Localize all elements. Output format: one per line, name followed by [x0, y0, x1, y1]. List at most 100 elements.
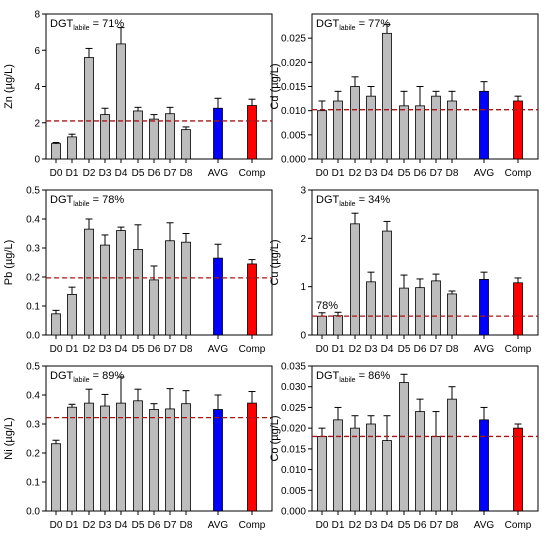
- x-tick-label: D5: [398, 520, 411, 531]
- y-tick-label: 0.020: [281, 58, 306, 69]
- plot-frame: [45, 189, 273, 336]
- x-tick-label: D6: [414, 344, 427, 355]
- x-tick-label: AVG: [208, 344, 229, 355]
- bar-pb-d3: [100, 244, 110, 336]
- x-tick-label: D7: [164, 168, 177, 179]
- x-tick-label: D4: [115, 344, 128, 355]
- bar-cu-d2: [350, 223, 360, 336]
- y-tick-label: 0.020: [281, 424, 306, 435]
- y-tick-label: 0.3: [26, 244, 40, 255]
- y-tick-label: 6: [34, 46, 40, 57]
- x-tick-label: D2: [349, 520, 362, 531]
- bar-co-d8: [447, 398, 457, 512]
- y-tick-label: 0.2: [26, 273, 40, 284]
- panel-ni: 0.00.10.20.30.40.5Ni (µg/L)D0 D1 D2 D3 D4 D5 D…: [3, 362, 273, 531]
- bar-co-d4: [382, 440, 392, 512]
- x-tick-label: D5: [132, 344, 145, 355]
- bar-zn-comp: [247, 105, 257, 160]
- bar-zn-d4: [116, 43, 126, 160]
- bar-cd-avg: [479, 90, 489, 160]
- y-tick-label: 0: [300, 331, 306, 342]
- y-tick-label: 0.2: [26, 449, 40, 460]
- y-axis-label: Zn (µg/L): [3, 64, 15, 109]
- y-tick-label: 0.5: [26, 186, 40, 197]
- panel-zn: 0 2 4 6 8 Zn (µg/L) D0 D1 D2 D3 D4 D5 D6 D7 D8 AVG Comp D…: [3, 10, 273, 179]
- bar-pb-d2: [84, 228, 94, 336]
- bar-cd-d2: [350, 86, 360, 160]
- x-tick-label: D8: [180, 520, 193, 531]
- dgt-labile-annotation: DGTlabile = 71%: [50, 18, 124, 32]
- x-tick-label: D7: [430, 520, 443, 531]
- bar-cu-comp: [513, 282, 523, 336]
- x-tick-label: D8: [180, 344, 193, 355]
- plot-frame: [311, 365, 539, 512]
- bar-ni-d0: [51, 443, 61, 512]
- y-tick-label: 2: [34, 118, 40, 129]
- bar-zn-d1: [67, 136, 77, 160]
- x-tick-label: D7: [430, 344, 443, 355]
- y-tick-label: 0.4: [26, 391, 40, 402]
- bar-co-avg: [479, 419, 489, 512]
- x-tick-label: D2: [349, 168, 362, 179]
- bar-cd-d7: [431, 95, 441, 160]
- bar-cu-d4: [382, 230, 392, 336]
- x-tick-label: D5: [132, 520, 145, 531]
- y-axis-label: Cu (µg/L): [269, 239, 281, 285]
- x-tick-label: D6: [148, 168, 161, 179]
- bar-co-d0: [317, 436, 327, 512]
- bar-cd-d0: [317, 110, 327, 160]
- x-tick-label: D0: [316, 344, 329, 355]
- x-tick-label: D6: [148, 520, 161, 531]
- plot-frame: [45, 365, 273, 512]
- bar-cd-d3: [366, 95, 376, 160]
- x-tick-label: D2: [83, 344, 96, 355]
- bar-ni-comp: [247, 402, 257, 512]
- bar-pb-d4: [116, 230, 126, 336]
- bar-pb-d6: [149, 279, 159, 336]
- y-tick-label: 0.015: [281, 444, 306, 455]
- bar-cu-d5: [399, 287, 409, 336]
- bar-ni-d7: [165, 408, 175, 512]
- y-tick-label: 0.015: [281, 82, 306, 93]
- bar-cd-d6: [415, 105, 425, 160]
- y-tick-label: 0.005: [281, 486, 306, 497]
- y-tick-label: 0.1: [26, 302, 40, 313]
- bar-ni-d6: [149, 409, 159, 512]
- plot-frame: [311, 13, 539, 160]
- y-axis-label: Co (µg/L): [269, 415, 281, 461]
- x-tick-label: D3: [99, 168, 112, 179]
- x-tick-label: D7: [164, 520, 177, 531]
- y-tick-label: 1: [300, 282, 306, 293]
- bar-cu-d3: [366, 281, 376, 336]
- y-tick-label: 0.030: [281, 382, 306, 393]
- bar-cd-d4: [382, 32, 392, 160]
- x-tick-label: AVG: [474, 520, 495, 531]
- y-tick-label: 0.025: [281, 403, 306, 414]
- y-tick-label: 0.000: [281, 155, 306, 166]
- x-tick-label: D1: [332, 520, 345, 531]
- y-tick-label: 0.010: [281, 106, 306, 117]
- y-tick-label: 0.0: [26, 331, 40, 342]
- x-tick-label: Comp: [239, 168, 266, 179]
- y-tick-label: 0.3: [26, 420, 40, 431]
- x-tick-label: D4: [115, 168, 128, 179]
- y-tick-label: 4: [34, 82, 40, 93]
- bar-ni-d3: [100, 405, 110, 512]
- y-tick-label: 0.005: [281, 130, 306, 141]
- dgt-labile-annotation: DGTlabile = 86%: [316, 370, 390, 384]
- x-tick-label: D1: [332, 344, 345, 355]
- x-tick-label: D0: [316, 520, 329, 531]
- x-tick-label: D0: [50, 344, 63, 355]
- dgt-labile-annotation: DGTlabile = 77%: [316, 18, 390, 32]
- y-axis-label: Ni (µg/L): [3, 417, 15, 459]
- bar-zn-d8: [181, 129, 191, 160]
- x-tick-label: D7: [430, 168, 443, 179]
- x-tick-label: Comp: [505, 344, 532, 355]
- x-tick-label: AVG: [474, 344, 495, 355]
- bar-co-d5: [399, 382, 409, 512]
- panel-cu: 0 1 2 3 Cu (µg/L) D0 D1 D2 D3 D4 D5 D6 D7 D8 AVG Comp DG…: [269, 186, 539, 355]
- bar-pb-comp: [247, 263, 257, 336]
- bar-cu-avg: [479, 279, 489, 336]
- y-tick-label: 3: [300, 186, 306, 197]
- y-tick-label: 0.010: [281, 465, 306, 476]
